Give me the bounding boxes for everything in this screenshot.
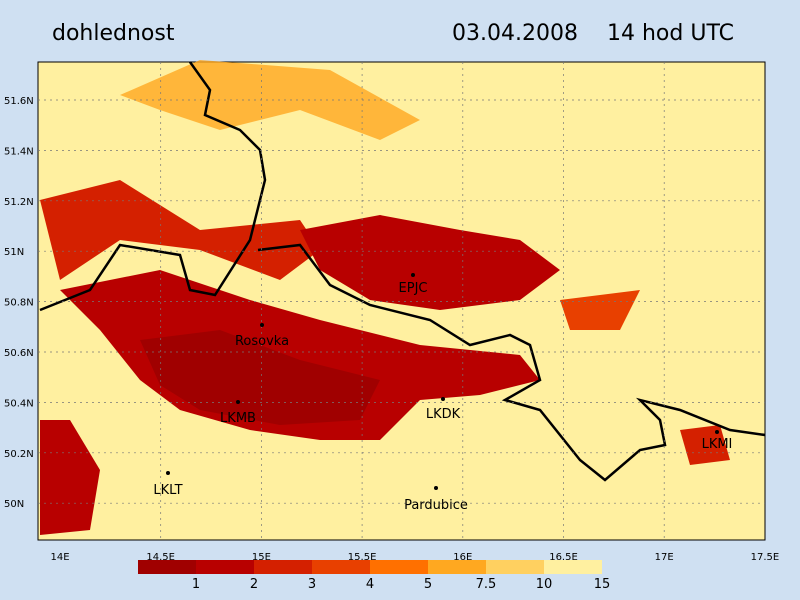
lat-label: 51.4N: [4, 146, 34, 157]
date: 03.04.2008: [452, 21, 578, 46]
blob: [120, 60, 420, 140]
lon-label: 16.5E: [549, 552, 578, 563]
legend-swatch: [544, 560, 602, 574]
lat-label: 50.4N: [4, 398, 34, 409]
lat-label: 50.6N: [4, 348, 34, 359]
legend-swatch: [486, 560, 544, 574]
blob: [140, 330, 380, 425]
map: [37, 60, 766, 541]
place-dot: [434, 486, 438, 490]
legend-swatch: [254, 560, 312, 574]
lat-label: 50.2N: [4, 449, 34, 460]
lon-label: 17E: [655, 552, 674, 563]
time: 14 hod UTC: [607, 21, 734, 46]
place-dot: [166, 471, 170, 475]
place-dot: [441, 397, 445, 401]
legend-label: 4: [366, 577, 374, 592]
legend-label: 7.5: [476, 577, 497, 592]
lat-label: 51N: [4, 247, 24, 258]
lat-label: 51.2N: [4, 197, 34, 208]
legend-swatch: [370, 560, 428, 574]
place-dot: [411, 273, 415, 277]
title: dohlednost: [52, 21, 175, 46]
place-label: LKDK: [426, 407, 461, 422]
legend-swatch: [196, 560, 254, 574]
lon-label: 17.5E: [751, 552, 780, 563]
place-label: Rosovka: [235, 334, 289, 349]
lat-label: 50N: [4, 499, 24, 510]
lon-label: 16E: [453, 552, 472, 563]
blob: [680, 425, 730, 465]
blob: [560, 290, 640, 330]
place-label: LKMB: [220, 411, 256, 426]
place-label: Pardubice: [404, 498, 468, 513]
legend-swatch: [312, 560, 370, 574]
lat-label: 50.8N: [4, 298, 34, 309]
blob: [40, 420, 100, 535]
place-dot: [715, 430, 719, 434]
legend-label: 2: [250, 577, 258, 592]
lon-label: 15E: [252, 552, 271, 563]
legend-label: 10: [536, 577, 553, 592]
legend-swatch: [428, 560, 486, 574]
place-dot: [260, 323, 264, 327]
lon-label: 15.5E: [348, 552, 377, 563]
lon-label: 14E: [50, 552, 69, 563]
legend-label: 5: [424, 577, 432, 592]
legend-label: 1: [192, 577, 200, 592]
lat-label: 51.6N: [4, 96, 34, 107]
legend-label: 15: [594, 577, 611, 592]
place-label: EPJC: [399, 281, 428, 296]
place-dot: [236, 400, 240, 404]
place-label: LKMI: [702, 437, 733, 452]
lon-label: 14.5E: [146, 552, 175, 563]
blob: [40, 180, 320, 280]
legend-label: 3: [308, 577, 316, 592]
legend-swatch: [138, 560, 196, 574]
border: [39, 61, 766, 482]
blob: [300, 215, 560, 310]
place-label: LKLT: [153, 483, 182, 498]
